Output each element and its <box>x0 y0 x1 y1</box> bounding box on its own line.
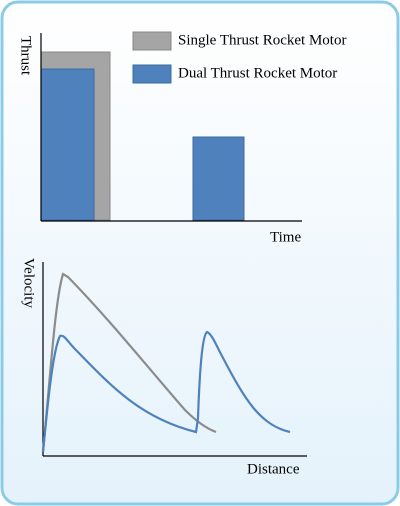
axis-label: Thrust <box>18 36 34 76</box>
legend-label: Single Thrust Rocket Motor <box>178 32 346 48</box>
axis-label: Velocity <box>21 258 37 308</box>
dual-thrust-bar <box>40 68 95 221</box>
axis-label: Time <box>270 229 301 245</box>
dual-thrust-bar <box>192 136 245 221</box>
dual-thrust-curve <box>41 330 291 453</box>
legend-swatch <box>132 31 172 51</box>
axis-label: Distance <box>247 461 300 477</box>
legend-swatch <box>132 64 172 84</box>
legend-label: Dual Thrust Rocket Motor <box>178 65 337 81</box>
single-thrust-curve <box>41 272 217 453</box>
